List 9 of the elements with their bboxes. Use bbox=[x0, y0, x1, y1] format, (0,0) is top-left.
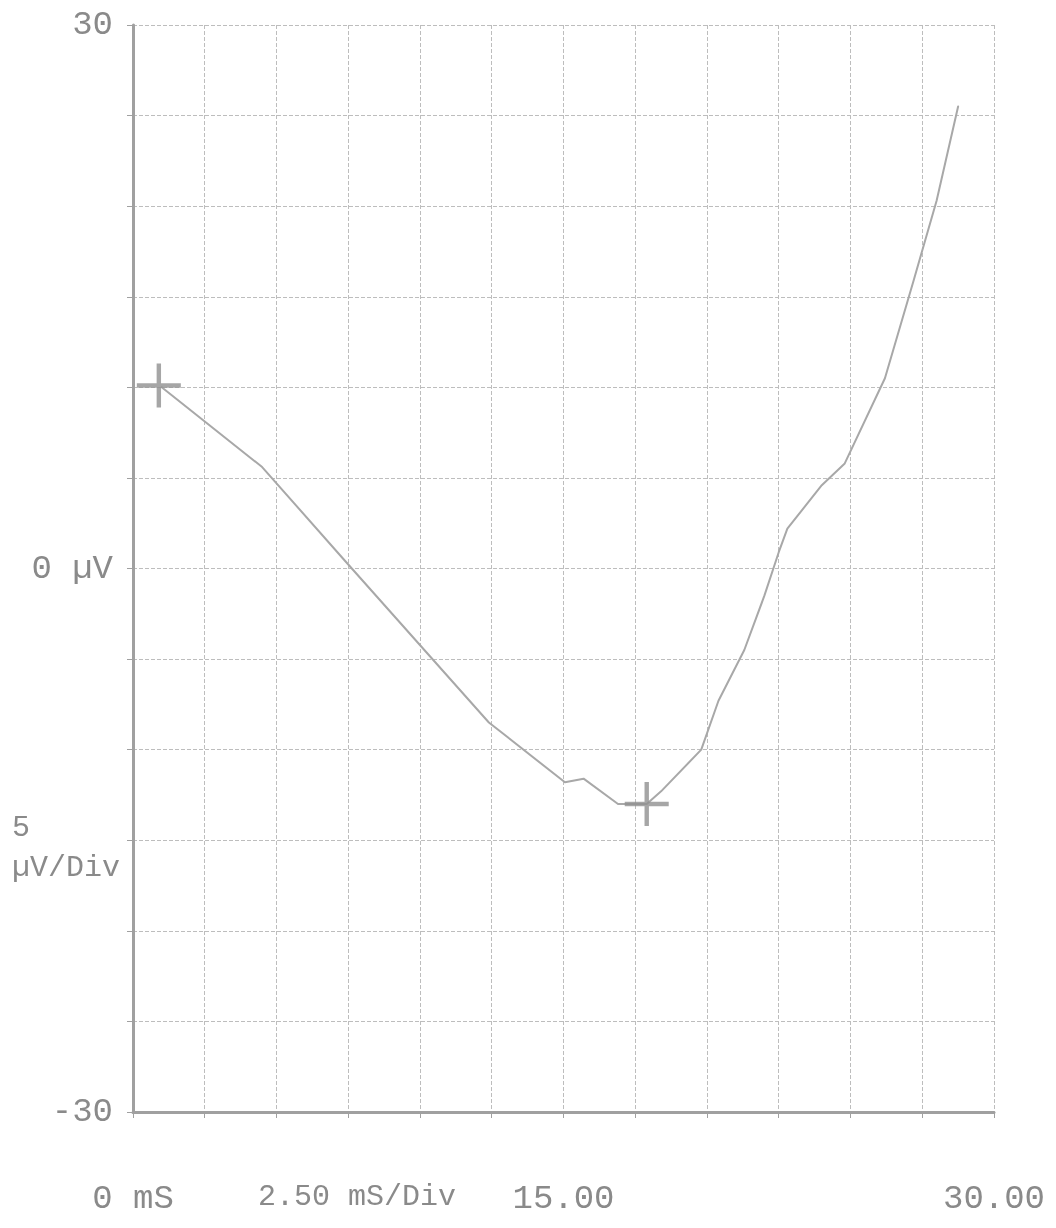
x-tick-label: 0 mS bbox=[92, 1180, 174, 1218]
y-tick-label: 0 µV bbox=[31, 549, 114, 588]
y-tick-label: 30 bbox=[72, 6, 113, 44]
y-axis-title: 5 µV/Div bbox=[12, 811, 121, 885]
x-tick-label: 15.00 bbox=[512, 1180, 615, 1218]
y-tick-label: -30 bbox=[51, 1093, 113, 1131]
x-axis-title: 2.50 mS/Div bbox=[258, 1180, 457, 1214]
x-tick-label: 30.00 bbox=[942, 1180, 1046, 1218]
line-series bbox=[160, 105, 960, 806]
